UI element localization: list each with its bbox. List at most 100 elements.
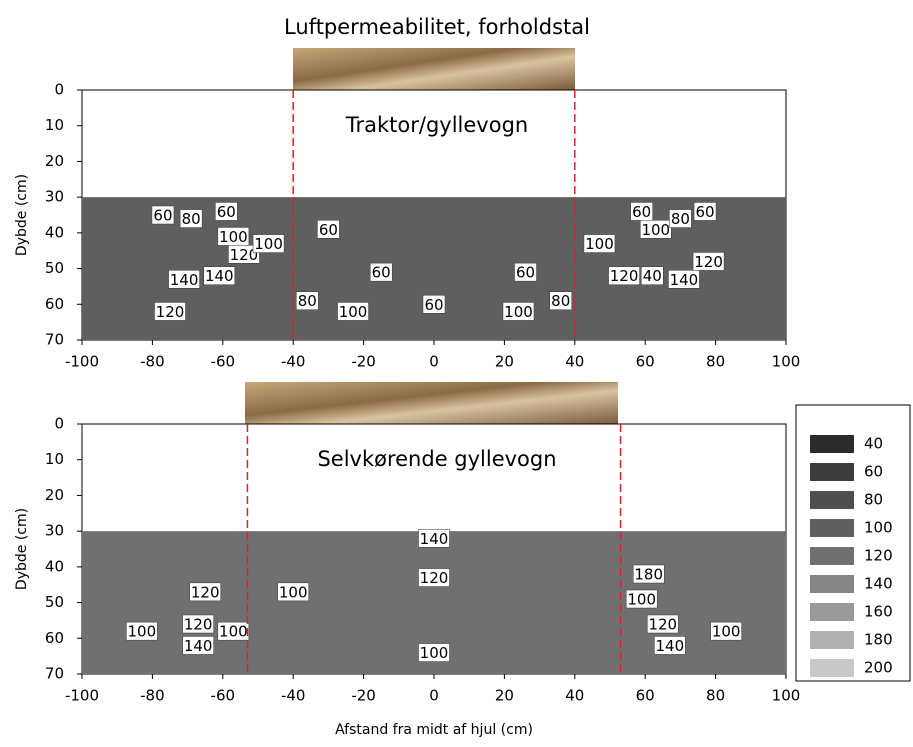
y-tick-label: 60 (45, 629, 64, 647)
legend-swatch (810, 547, 854, 565)
legend-label: 200 (864, 659, 893, 677)
legend-swatch (810, 435, 854, 453)
y-tick-label: 40 (45, 223, 64, 241)
contour-label: 100 (128, 623, 157, 641)
y-tick-label: 20 (45, 152, 64, 170)
y-tick-label: 70 (45, 665, 64, 683)
contour-label: 100 (641, 221, 670, 239)
contour-label: 100 (339, 303, 368, 321)
legend-swatch (810, 603, 854, 621)
y-tick-label: 10 (45, 450, 64, 468)
y-axis-label: Dybde (cm) (14, 174, 30, 256)
x-tick-label: -20 (351, 687, 376, 705)
contour-label: 80 (551, 292, 570, 310)
x-tick-label: -80 (140, 687, 165, 705)
y-tick-label: 40 (45, 557, 64, 575)
x-tick-label: 60 (636, 687, 655, 705)
x-tick-label: -100 (65, 353, 99, 371)
legend-swatch (810, 519, 854, 537)
contour-label: 60 (217, 203, 236, 221)
contour-label: 100 (279, 583, 308, 601)
x-tick-label: -40 (281, 353, 306, 371)
x-tick-label: -100 (65, 687, 99, 705)
x-tick-label: 40 (565, 353, 584, 371)
y-tick-label: 0 (54, 415, 64, 433)
legend-label: 120 (864, 547, 893, 565)
tire-image (293, 48, 575, 90)
contour-label: 140 (656, 637, 685, 655)
x-tick-label: 100 (772, 353, 801, 371)
x-tick-label: 100 (772, 687, 801, 705)
contour-label: 180 (634, 566, 663, 584)
x-tick-label: 0 (429, 687, 439, 705)
contour-label: 120 (610, 267, 639, 285)
x-tick-label: 20 (495, 353, 514, 371)
legend-label: 40 (864, 435, 883, 453)
x-tick-label: -20 (351, 353, 376, 371)
contour-label: 60 (153, 207, 172, 225)
legend-label: 180 (864, 631, 893, 649)
legend-swatch (810, 575, 854, 593)
legend-swatch (810, 659, 854, 677)
legend-label: 140 (864, 575, 893, 593)
contour-label: 100 (219, 623, 248, 641)
contour-label: 60 (372, 264, 391, 282)
x-tick-label: -60 (211, 353, 236, 371)
x-tick-label: 0 (429, 353, 439, 371)
legend-swatch (810, 491, 854, 509)
contour-label: 140 (170, 271, 199, 289)
panel-label: Selvkørende gyllevogn (317, 447, 556, 471)
contour-label: 140 (205, 267, 234, 285)
contour-label: 140 (670, 271, 699, 289)
legend-swatch (810, 463, 854, 481)
contour-label: 100 (627, 591, 656, 609)
contour-label: 40 (643, 267, 662, 285)
y-tick-label: 60 (45, 295, 64, 313)
contour-label: 120 (156, 303, 185, 321)
y-tick-label: 70 (45, 331, 64, 349)
y-tick-label: 0 (54, 81, 64, 99)
y-tick-label: 20 (45, 486, 64, 504)
y-tick-label: 50 (45, 593, 64, 611)
y-tick-label: 30 (45, 522, 64, 540)
legend-label: 60 (864, 463, 883, 481)
panel-label: Traktor/gyllevogn (345, 113, 528, 137)
contour-label: 140 (184, 637, 213, 655)
x-tick-label: 40 (565, 687, 584, 705)
contour-label: 100 (219, 228, 248, 246)
contour-label: 120 (184, 616, 213, 634)
contour-label: 140 (420, 530, 449, 548)
contour-label: 80 (298, 292, 317, 310)
contour-label: 120 (420, 569, 449, 587)
contour-label: 120 (694, 253, 723, 271)
tire-image (245, 382, 618, 424)
contour-label: 100 (504, 303, 533, 321)
y-axis-label: Dybde (cm) (14, 508, 30, 590)
x-tick-label: -40 (281, 687, 306, 705)
contour-label: 60 (695, 203, 714, 221)
contour-label: 100 (585, 235, 614, 253)
x-tick-label: -80 (140, 353, 165, 371)
chart: Luftpermeabilitet, forholdstal 608060100… (0, 0, 913, 743)
x-tick-label: -60 (211, 687, 236, 705)
contour-label: 120 (648, 616, 677, 634)
y-tick-label: 10 (45, 116, 64, 134)
contour-label: 60 (319, 221, 338, 239)
legend-swatch (810, 631, 854, 649)
contour-label: 120 (191, 583, 220, 601)
x-tick-label: 80 (706, 687, 725, 705)
contour-label: 60 (632, 203, 651, 221)
legend-label: 80 (864, 491, 883, 509)
y-tick-label: 50 (45, 259, 64, 277)
contour-label: 60 (516, 264, 535, 282)
contour-label: 100 (712, 623, 741, 641)
x-tick-label: 60 (636, 353, 655, 371)
contour-label: 100 (420, 644, 449, 662)
chart-title: Luftpermeabilitet, forholdstal (284, 15, 590, 39)
y-tick-label: 30 (45, 188, 64, 206)
contour-label: 60 (424, 296, 443, 314)
legend-label: 100 (864, 519, 893, 537)
contour-label: 80 (671, 210, 690, 228)
x-tick-label: 80 (706, 353, 725, 371)
x-tick-label: 20 (495, 687, 514, 705)
